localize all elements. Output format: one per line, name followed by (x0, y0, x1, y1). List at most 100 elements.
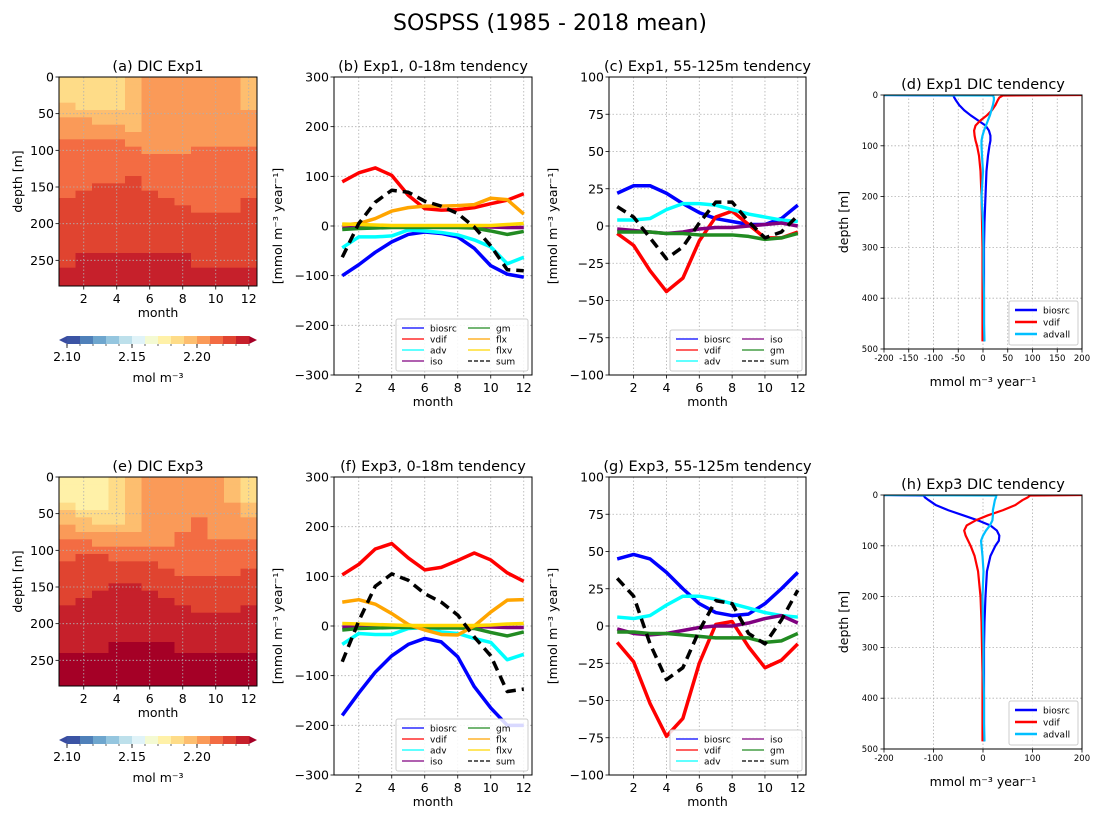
heatmap-cell (59, 561, 76, 570)
heatmap-cell (158, 660, 175, 669)
heatmap-cell (125, 660, 142, 669)
y-tick-label: −300 (295, 768, 329, 783)
heatmap-cell (158, 117, 175, 126)
colorbar-tick-label: 2.20 (183, 749, 211, 764)
series-line-vdif (341, 166, 525, 212)
y-tick-label: −75 (578, 730, 604, 745)
heatmap-cell (158, 546, 175, 555)
heatmap-cell (158, 477, 175, 485)
heatmap-cell (191, 267, 208, 286)
y-tick-label: −25 (578, 256, 604, 271)
x-tick-label: 2 (355, 780, 363, 795)
heatmap-cell (191, 653, 208, 661)
legend-label-vdif: vdif (704, 747, 722, 757)
heatmap-cell (240, 484, 257, 504)
heatmap-cell (240, 590, 257, 599)
heatmap-cell (59, 220, 76, 232)
heatmap-cell (59, 190, 76, 199)
heatmap-cell (174, 612, 192, 621)
heatmap-cell (125, 477, 142, 485)
heatmap-cell (75, 517, 93, 526)
heatmap-cell (191, 576, 208, 584)
heatmap-cell (141, 220, 159, 232)
heatmap-cell (240, 102, 257, 111)
heatmap-cell (125, 212, 142, 221)
legend-label-biosrc: biosrc (704, 736, 731, 746)
heatmap-cell (158, 532, 175, 540)
heatmap-cell (158, 653, 175, 661)
heatmap-cell (158, 524, 175, 533)
heatmap-cell (158, 561, 175, 570)
heatmap-cell (224, 620, 241, 632)
heatmap-cell (207, 620, 225, 632)
heatmap-cell (59, 532, 76, 540)
x-tick-label: -200 (874, 754, 893, 764)
panel-title: (h) Exp3 DIC tendency (901, 477, 1065, 493)
colorbar-tick-label: 2.15 (118, 749, 146, 764)
heatmap-cell (224, 220, 241, 232)
series-line-flx (342, 196, 525, 227)
heatmap-cell (141, 212, 159, 221)
heatmap-cell (92, 517, 109, 526)
series-line-advall (884, 495, 998, 742)
colorbar-bin (119, 336, 133, 344)
heatmap-cell (240, 598, 257, 606)
y-tick-label: −200 (295, 318, 329, 333)
colorbar-bin (145, 736, 159, 744)
heatmap-cell (158, 139, 175, 148)
x-tick-label: 4 (388, 780, 396, 795)
heatmap-cell (108, 517, 126, 526)
heatmap-cell (158, 598, 175, 606)
colorbar-bin (106, 736, 120, 744)
heatmap-cell (92, 117, 109, 126)
heatmap-cell (158, 620, 175, 632)
x-tick-label: -200 (874, 354, 893, 364)
heatmap-cell (158, 242, 175, 254)
colorbar-bin (158, 736, 172, 744)
heatmap-cell (108, 117, 126, 126)
heatmap-cell (75, 190, 93, 199)
heatmap-cell (207, 102, 225, 111)
colorbar-bin (132, 736, 146, 744)
y-tick-label: 50 (588, 144, 604, 159)
heatmap-cell (75, 242, 93, 254)
y-tick-label: 300 (305, 70, 329, 85)
x-axis-label: month (687, 794, 728, 809)
x-tick-label: -50 (951, 354, 965, 364)
heatmap-cell (108, 205, 126, 214)
x-axis-label: mmol m⁻³ year⁻¹ (930, 774, 1037, 789)
heatmap-cell (158, 539, 175, 548)
legend-label-vdif: vdif (430, 336, 448, 346)
plot-area (609, 77, 806, 375)
heatmap-cell (224, 198, 241, 206)
y-tick-label: 400 (862, 694, 878, 704)
heatmap-cell (141, 484, 159, 504)
colorbar-bin (80, 336, 94, 344)
y-tick-label: 100 (30, 143, 54, 158)
heatmap-cell (158, 84, 175, 104)
x-tick-label: 2 (630, 780, 638, 795)
panel-title: (g) Exp3, 55-125m tendency (603, 459, 812, 475)
plot-area (884, 495, 1082, 749)
heatmap-cell (158, 642, 175, 654)
colorbar-label: mol m⁻³ (132, 370, 183, 385)
colorbar-bin (119, 736, 133, 744)
heatmap-cell (158, 510, 175, 518)
heatmap-cell (174, 631, 192, 643)
heatmap-cell (92, 190, 109, 199)
heatmap-cell (240, 84, 257, 104)
heatmap-cell (125, 667, 142, 686)
legend-label-gm: gm (770, 347, 784, 357)
y-tick-label: 200 (862, 193, 878, 203)
heatmap-cell (59, 517, 76, 526)
series-line-sum (615, 577, 800, 682)
y-tick-label: 200 (30, 616, 54, 631)
x-tick-label: 0 (980, 354, 985, 364)
heatmap-cell (224, 653, 241, 661)
heatmap-cell (108, 510, 126, 518)
legend-label-advall: advall (1043, 731, 1070, 741)
heatmap-cell (108, 139, 126, 148)
heatmap-cell (92, 139, 109, 148)
heatmap-cell (191, 620, 208, 632)
colorbar-bin (210, 336, 224, 344)
